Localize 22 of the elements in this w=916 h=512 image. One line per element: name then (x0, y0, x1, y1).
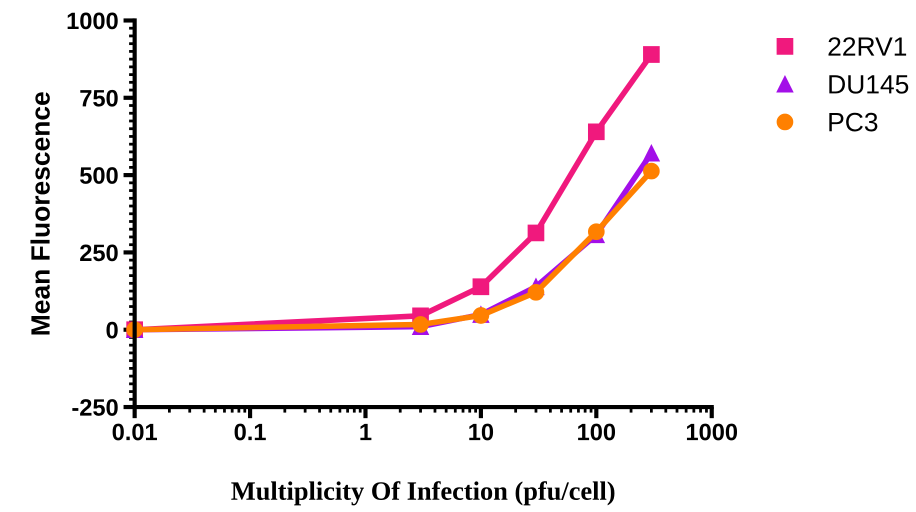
x-tick-label: 0.01 (112, 424, 157, 440)
x-tick-label: 0.1 (234, 424, 266, 440)
y-axis-title: Mean Fluorescence (30, 92, 50, 334)
x-axis-title: Multiplicity Of Infection (pfu/cell) (231, 481, 614, 506)
y-tick-label: 750 (80, 90, 118, 107)
point (643, 46, 660, 63)
point (528, 224, 544, 242)
legend-label: DU145 (829, 75, 908, 94)
y-tick-label: 0 (106, 322, 118, 339)
x-tick-label: 10 (469, 424, 494, 440)
legend-label: 22RV1 (828, 37, 906, 56)
x-tick-label: 1 (360, 424, 372, 440)
x-tick-label: 100 (578, 424, 616, 440)
y-tick-label: 1000 (68, 12, 118, 30)
y-tick-label: 250 (80, 244, 118, 262)
x-tick-label: 1000 (686, 424, 738, 440)
point (528, 284, 544, 301)
legend-label: PC3 (829, 112, 878, 132)
y-tick-label: -250 (72, 399, 118, 416)
point (643, 144, 660, 162)
y-tick-label: 500 (80, 167, 118, 184)
point (643, 162, 660, 180)
